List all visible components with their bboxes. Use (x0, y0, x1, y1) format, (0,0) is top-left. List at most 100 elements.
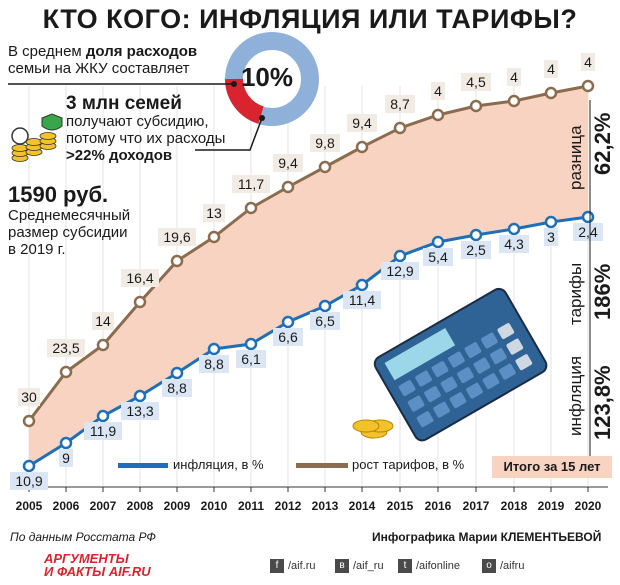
x-tick-label: 2013 (312, 499, 339, 513)
inflation-label-bg (121, 402, 159, 420)
tariff-label-bg (310, 134, 340, 152)
pointer-dot (259, 115, 265, 121)
tariff-value-label: 8,7 (390, 96, 410, 112)
inflation-label-bg (423, 248, 453, 266)
inflation-point (22, 459, 36, 473)
inflation-value-label: 13,3 (126, 403, 153, 419)
x-tick-label: 2009 (164, 499, 191, 513)
info-amount-line1: Среднемесячный (8, 207, 131, 224)
info-share-bold: доля расходов (85, 43, 198, 60)
inflation-point (244, 337, 258, 351)
info-share-rest: семьи на ЖКУ составляет (8, 60, 190, 77)
inflation-value-label: 2,4 (578, 224, 598, 240)
x-tick-label: 2016 (425, 499, 452, 513)
inflation-point (207, 342, 221, 356)
x-tick-label: 2005 (16, 499, 43, 513)
inflation-point (281, 315, 295, 329)
page-title: КТО КОГО: ИНФЛЯЦИЯ ИЛИ ТАРИФЫ? (42, 4, 578, 34)
tariff-point (355, 140, 369, 154)
info-subsidy-line2: потому что их расходы (66, 130, 226, 147)
ok-icon: o (482, 559, 496, 573)
tariff-point (431, 108, 445, 122)
tariff-label-bg (347, 114, 377, 132)
inflation-value-label: 6,1 (241, 351, 261, 367)
social-twitter[interactable]: t/aifonline (398, 559, 460, 573)
inflation-label-bg (573, 223, 603, 241)
info-amount-line3: в 2019 г. (8, 241, 66, 258)
tariff-value-label: 19,6 (163, 229, 190, 245)
tariff-line (27, 84, 589, 422)
info-amount-line2: размер субсидии (8, 224, 128, 241)
tariff-point (59, 365, 73, 379)
x-tick-label: 2012 (275, 499, 302, 513)
x-tick-label: 2006 (53, 499, 80, 513)
logo-line2: И ФАКТЫ AIF.RU (44, 564, 151, 579)
inflation-value-label: 2,5 (466, 242, 486, 258)
tariff-label-bg (121, 269, 159, 287)
tariff-point (581, 79, 595, 93)
footer-author: Инфографика Марии КЛЕМЕНТЬЕВОЙ (372, 530, 602, 544)
inflation-label-bg (236, 350, 266, 368)
legend-inflation: инфляция, в % (173, 457, 264, 472)
tariff-point (244, 201, 258, 215)
donut-center (244, 51, 300, 107)
social-facebook-label: /aif.ru (288, 559, 316, 572)
social-twitter-label: /aifonline (416, 559, 461, 572)
inflation-value-label: 10,9 (15, 473, 42, 489)
inflation-label-bg (84, 422, 122, 440)
diff-percent: 62,2% (590, 112, 615, 175)
logo-line1: АРГУМЕНТЫ (44, 551, 129, 566)
info-share-prefix: В среднем (8, 43, 86, 60)
inflation-value-label: 11,4 (349, 292, 375, 308)
inflation-label-bg (343, 291, 381, 309)
tariff-value-label: 14 (95, 313, 111, 329)
x-tick-label: 2010 (201, 499, 228, 513)
social-vk[interactable]: в/aif_ru (335, 559, 384, 573)
inflation-value-label: 6,5 (315, 313, 335, 329)
gold-coin (352, 419, 380, 433)
tariff-label-bg (18, 388, 40, 406)
inflation-point (431, 235, 445, 249)
social-facebook[interactable]: f/aif.ru (270, 559, 316, 573)
tariff-point (469, 99, 483, 113)
tariff-value-label: 4 (584, 54, 592, 70)
x-tick-label: 2020 (575, 499, 602, 513)
inflation-value-label: 12,9 (386, 263, 413, 279)
pointer-dot (231, 81, 237, 87)
tariff-label-bg (47, 339, 85, 357)
tariff-value-label: 4,5 (466, 74, 486, 90)
inflation-label-bg (381, 262, 419, 280)
inflation-label-bg (310, 312, 340, 330)
inflation-value-label: 6,6 (278, 329, 298, 345)
tariff-value-label: 30 (21, 389, 37, 405)
inflation-point (544, 215, 558, 229)
social-ok[interactable]: o/aifru (482, 559, 524, 573)
inflation-label-bg (499, 235, 529, 253)
inflation-point (96, 409, 110, 423)
x-tick-label: 2018 (501, 499, 528, 513)
info-amount: 1590 руб. Среднемесячный размер субсидии… (8, 183, 208, 259)
shield-icon (41, 113, 63, 131)
tariff-point (544, 86, 558, 100)
tariff-point (170, 254, 184, 268)
tariff-label-bg (507, 68, 521, 86)
x-tick-label: 2015 (387, 499, 414, 513)
inflation-value-label: 8,8 (204, 356, 224, 372)
aif-logo: АРГУМЕНТЫ И ФАКТЫ AIF.RU (44, 552, 151, 578)
tariff-percent: 186% (590, 263, 615, 320)
tariff-label-bg (232, 175, 270, 193)
x-tick-label: 2014 (349, 499, 376, 513)
info-subsidy: 3 млн семей получают субсидию, потому чт… (66, 94, 246, 164)
donut-percent: 10% (240, 62, 294, 92)
inflation-point (393, 249, 407, 263)
tariff-label-bg (461, 73, 491, 91)
tariff-point (393, 121, 407, 135)
tariff-value-label: 23,5 (52, 340, 79, 356)
inflation-value-label: 9 (62, 450, 70, 466)
inflation-point (133, 389, 147, 403)
tariff-value-label: 4 (434, 83, 442, 99)
inflation-value-label: 5,4 (428, 249, 448, 265)
coins-icon (11, 132, 57, 162)
vk-icon: в (335, 559, 349, 573)
